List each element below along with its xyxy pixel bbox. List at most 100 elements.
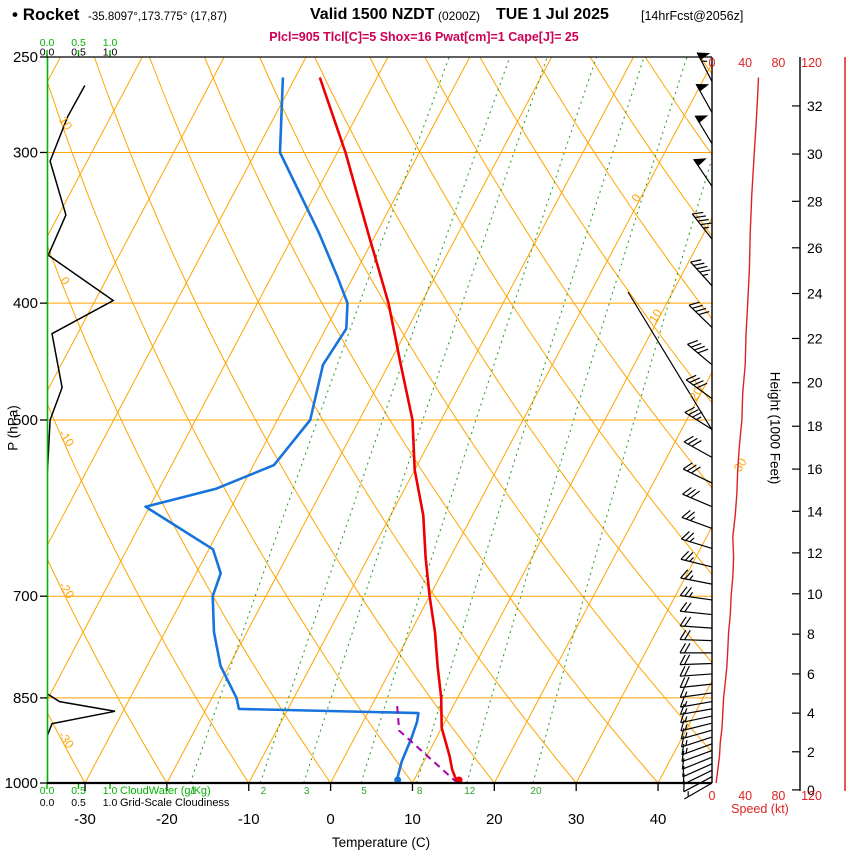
height-axis-label: Height (1000 Feet) xyxy=(767,371,783,485)
height-tick-label: 20 xyxy=(807,375,823,391)
valid-date: TUE 1 Jul 2025 xyxy=(496,6,609,23)
dry-adiabat-line xyxy=(47,79,413,783)
dry-adiabat-label: -20 xyxy=(56,579,78,602)
speed-tick-label-bottom: 40 xyxy=(738,789,752,803)
height-tick-label: 10 xyxy=(807,586,823,602)
parcel-path xyxy=(396,703,459,783)
speed-tick-label-bottom: 0 xyxy=(709,789,716,803)
dry-adiabat-line xyxy=(479,57,712,404)
height-tick-label: 22 xyxy=(807,330,823,346)
temperature-tick-label: 0 xyxy=(326,811,334,828)
speed-axis-label: Speed (kt) xyxy=(731,802,789,816)
wind-barbs xyxy=(679,52,713,800)
cloud-scale-label-top-green: 0.0 xyxy=(40,37,55,49)
height-tick-label: 6 xyxy=(807,666,815,682)
wind-barb xyxy=(691,211,713,240)
mixing-ratio-label: 3 xyxy=(304,786,310,797)
mixing-ratio-line xyxy=(303,57,548,783)
height-tick-label: 2 xyxy=(807,744,815,760)
wind-barb xyxy=(680,569,713,585)
cloudiness-scale-label-bottom: 0.0 xyxy=(40,797,55,809)
indices-line: Plcl=905 Tlcl[C]=5 Shox=16 Pwat[cm]=1 Ca… xyxy=(269,30,579,44)
station-name: Rocket xyxy=(22,5,80,24)
height-tick-label: 4 xyxy=(807,705,815,721)
wind-barb xyxy=(695,83,713,113)
wind-barb xyxy=(681,509,713,529)
diagonal-line xyxy=(627,291,713,431)
speed-tick-label-top: 40 xyxy=(738,56,752,70)
station-title: • Rocket xyxy=(12,5,80,25)
cloud-scale-label-bottom-green: 0.0 xyxy=(40,785,55,797)
height-tick-label: 28 xyxy=(807,193,823,209)
cloudiness-label: Grid-Scale Cloudiness xyxy=(120,797,230,809)
mixing-ratio-line xyxy=(416,57,645,783)
station-bullet: • xyxy=(12,5,18,24)
height-tick-label: 30 xyxy=(807,146,823,162)
dewpoint-curve xyxy=(144,77,420,783)
pressure-tick-label: 1000 xyxy=(5,775,38,792)
wind-barb xyxy=(680,531,713,550)
dry-adiabat-line xyxy=(204,57,659,783)
wind-barb xyxy=(683,435,713,458)
station-coords: -35.8097°,173.775° (17,87) xyxy=(88,11,227,23)
dry-adiabat-line xyxy=(0,57,3,783)
wind-barb xyxy=(682,462,713,484)
wind-barb xyxy=(693,158,713,187)
pressure-tick-label: 500 xyxy=(13,412,38,429)
cloudiness-scale-label-top: 0.0 xyxy=(40,47,55,59)
wind-barb xyxy=(679,629,713,642)
temperature-tick-label: -30 xyxy=(74,811,96,828)
pressure-tick-label: 400 xyxy=(13,295,38,312)
mixing-ratio-label: 8 xyxy=(417,786,423,797)
wind-barb xyxy=(685,374,713,400)
isotherm-line xyxy=(575,525,712,783)
dry-adiabat-line xyxy=(369,57,712,576)
cloudiness-scale-label-bottom: 1.0 xyxy=(103,797,118,809)
wind-barb xyxy=(679,616,713,629)
cloud-scale-label-bottom-green: 1.0 xyxy=(103,785,118,797)
isotherm-label: 30 xyxy=(731,455,750,474)
temperature-tick-label: 40 xyxy=(650,811,667,828)
grid-lines xyxy=(0,57,712,783)
pressure-axis-label: P (hPa) xyxy=(5,405,21,451)
pressure-tick-label: 700 xyxy=(13,588,38,605)
dry-adiabat-line xyxy=(424,57,712,489)
dry-adiabat-line xyxy=(47,557,168,783)
cloud-scale-label-top-green: 0.5 xyxy=(71,37,86,49)
temperature-axis-label: Temperature (C) xyxy=(331,835,431,850)
height-tick-label: 14 xyxy=(807,503,823,519)
dry-adiabat-line xyxy=(534,57,712,320)
wind-barb xyxy=(682,487,713,508)
wind-barb xyxy=(687,339,713,366)
surface-dewpoint-dot xyxy=(394,776,402,783)
cloud-scale-label-bottom-green: 0.5 xyxy=(71,785,86,797)
wind-barb xyxy=(680,550,713,568)
mixing-ratio-label: 5 xyxy=(361,786,367,797)
mixing-ratio-line xyxy=(189,57,450,783)
isotherm-line xyxy=(47,57,225,393)
temperature-curve xyxy=(318,77,459,783)
wind-barb xyxy=(682,763,713,778)
cloudiness-scale-label-bottom: 0.5 xyxy=(71,797,86,809)
dry-adiabat-line xyxy=(148,57,577,783)
height-tick-label: 24 xyxy=(807,286,823,302)
pressure-tick-label: 850 xyxy=(13,690,38,707)
mixing-ratio-label: 12 xyxy=(464,786,476,797)
wind-barb xyxy=(679,686,713,698)
cloud-water-curve xyxy=(47,85,116,783)
isotherm-line xyxy=(47,57,143,238)
height-tick-label: 8 xyxy=(807,626,815,642)
wind-barb xyxy=(679,676,713,689)
speed-curve xyxy=(715,77,760,784)
temperature-tick-label: 20 xyxy=(486,811,503,828)
wind-barb xyxy=(688,301,713,328)
wind-barb xyxy=(684,406,713,430)
wind-barb xyxy=(679,703,713,716)
wind-barb xyxy=(679,643,712,654)
wind-barb xyxy=(683,776,713,793)
speed-tick-label-top: 0 xyxy=(709,56,716,70)
valid-time: Valid 1500 NZDT xyxy=(310,6,435,23)
wind-barb xyxy=(679,586,713,601)
